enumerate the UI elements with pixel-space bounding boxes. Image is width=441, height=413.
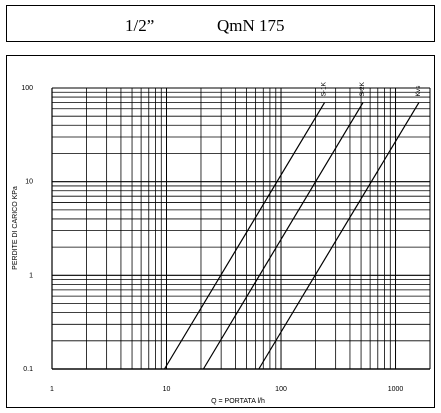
y-tick-label: 10 [25,179,33,186]
series-line-s-2k [202,102,364,370]
valve-size: 1/2” [125,16,155,35]
x-tick-label: 1000 [388,386,404,393]
series-line-kvs [258,102,420,370]
chart-header: 1/2” QmN 175 [6,5,435,42]
y-tick-label: 100 [21,85,33,92]
valve-model: QmN 175 [217,16,285,35]
series-label-s-2k: S-2K [359,81,366,96]
series-lines [163,102,420,370]
x-axis-title: Q = PORTATA l/h [211,398,265,405]
y-tick-label: 0.1 [23,366,33,373]
axes [51,88,431,370]
grid [51,87,431,370]
series-label-kvs: Kvs [415,85,422,97]
y-axis-title: PERDITE DI CARICO KPa [12,186,19,270]
x-tick-label: 1 [50,386,54,393]
chart-frame [6,55,435,408]
y-tick-label: 1 [29,272,33,279]
series-label-s-1k: S-1K [321,81,328,96]
x-tick-label: 10 [163,386,171,393]
x-tick-label: 100 [275,386,287,393]
chart-labels: 1 10 100 1000 0.1 1 10 100 Q = PORTATA l/h PERDIT… [12,81,422,405]
series-line-s-1k [163,102,326,370]
